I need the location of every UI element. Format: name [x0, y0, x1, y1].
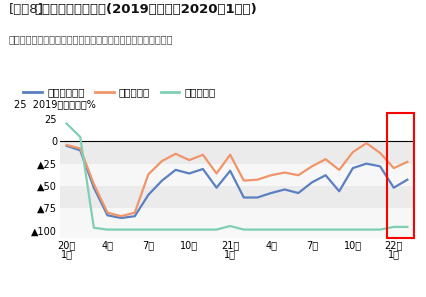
Legend: 延べ宿泊者数, うち日本人, うち外国人: 延べ宿泊者数, うち日本人, うち外国人: [19, 83, 219, 102]
Bar: [60, 208, 413, 238]
Text: 延べ宿泊者数の推移(2019年対比、2020年1月～): 延べ宿泊者数の推移(2019年対比、2020年1月～): [34, 3, 256, 16]
Text: [図表8]: [図表8]: [9, 3, 43, 16]
Text: 出所：「宿泊旅行統計調査」を基にニッセイ基礎研究所が作成: 出所：「宿泊旅行統計調査」を基にニッセイ基礎研究所が作成: [9, 34, 173, 44]
Text: 25  2019年同月比　%: 25 2019年同月比 %: [14, 99, 95, 109]
Bar: [386, 113, 413, 238]
Bar: [60, 164, 413, 186]
Bar: [60, 141, 413, 164]
Bar: [60, 186, 413, 208]
